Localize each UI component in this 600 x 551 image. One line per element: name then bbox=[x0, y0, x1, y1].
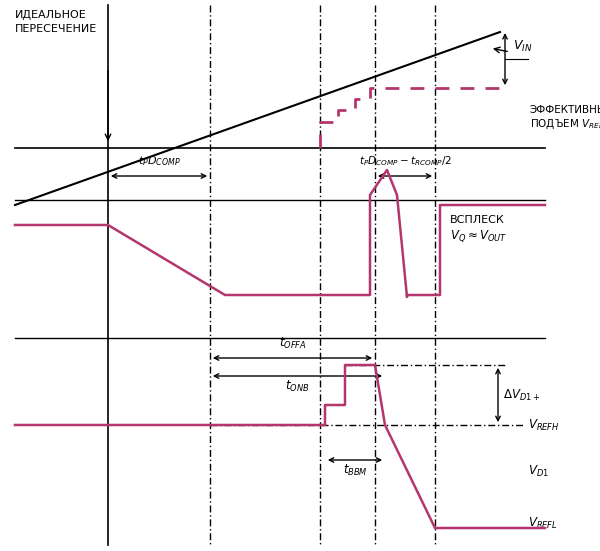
Text: $V_{IN}$: $V_{IN}$ bbox=[513, 39, 532, 53]
Text: $V_{REFL}$: $V_{REFL}$ bbox=[528, 515, 558, 531]
Text: $t_{BBM}$: $t_{BBM}$ bbox=[343, 463, 367, 478]
Text: $V_{D1}$: $V_{D1}$ bbox=[528, 464, 549, 479]
Text: $V_{REFH}$: $V_{REFH}$ bbox=[528, 418, 560, 433]
Text: ИДЕАЛЬНОЕ
ПЕРЕСЕЧЕНИЕ: ИДЕАЛЬНОЕ ПЕРЕСЕЧЕНИЕ bbox=[15, 10, 97, 34]
Text: $t_P D_{COMP}$: $t_P D_{COMP}$ bbox=[137, 154, 181, 168]
Text: $t_P D_{COMP} - t_{RCOMP}/2$: $t_P D_{COMP} - t_{RCOMP}/2$ bbox=[359, 154, 451, 168]
Text: $t_{ONB}$: $t_{ONB}$ bbox=[286, 379, 310, 394]
Text: ВСПЛЕСК: ВСПЛЕСК bbox=[450, 215, 505, 225]
Text: $t_{OFFA}$: $t_{OFFA}$ bbox=[278, 336, 307, 351]
Text: ЭФФЕКТИВНЫЙ
ПОДЪЕМ $V_{REFH}$: ЭФФЕКТИВНЫЙ ПОДЪЕМ $V_{REFH}$ bbox=[530, 105, 600, 131]
Text: $\Delta V_{D1+}$: $\Delta V_{D1+}$ bbox=[503, 387, 540, 403]
Text: $V_Q \approx V_{OUT}$: $V_Q \approx V_{OUT}$ bbox=[450, 228, 508, 244]
